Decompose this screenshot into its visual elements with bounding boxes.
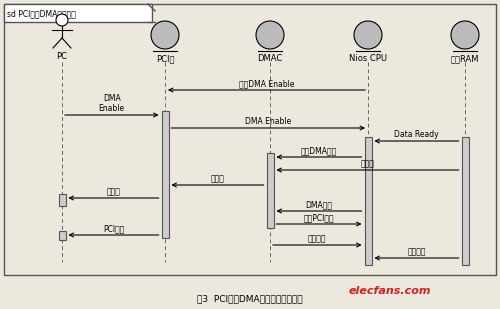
Bar: [4, 4, 152, 22]
Circle shape: [56, 14, 68, 26]
Text: Nios CPU: Nios CPU: [349, 54, 387, 63]
Text: elecfans.com: elecfans.com: [349, 286, 431, 296]
Circle shape: [354, 21, 382, 49]
Text: 下载DMA任务: 下载DMA任务: [301, 146, 337, 155]
Text: 读数据: 读数据: [360, 159, 374, 168]
Bar: [266, 153, 274, 228]
Text: 异常恢复: 异常恢复: [407, 247, 426, 256]
Text: 发生异常: 发生异常: [308, 234, 326, 243]
Text: sd PCI总线DMA传输过程: sd PCI总线DMA传输过程: [7, 10, 76, 19]
Text: DMA Enable: DMA Enable: [245, 117, 292, 126]
Text: DMA
Enable: DMA Enable: [98, 94, 125, 113]
Text: 写数据: 写数据: [210, 174, 224, 183]
Text: 产生PCI中断: 产生PCI中断: [304, 213, 334, 222]
Text: Data Ready: Data Ready: [394, 130, 439, 139]
Text: DMAC: DMAC: [258, 54, 282, 63]
Bar: [4, 4, 496, 275]
Text: PC: PC: [56, 52, 68, 61]
Circle shape: [451, 21, 479, 49]
Text: 写数据: 写数据: [106, 187, 120, 196]
Text: 等待DMA Enable: 等待DMA Enable: [239, 79, 294, 88]
Circle shape: [151, 21, 179, 49]
Text: PCI中断: PCI中断: [103, 224, 124, 233]
Text: DMA完成: DMA完成: [306, 200, 332, 209]
Text: PCI桥: PCI桥: [156, 54, 174, 63]
Text: 图3  PCI总线DMA传输系统功能模块: 图3 PCI总线DMA传输系统功能模块: [197, 294, 303, 303]
Bar: [58, 194, 66, 206]
Circle shape: [256, 21, 284, 49]
Text: 内存RAM: 内存RAM: [451, 54, 479, 63]
Bar: [364, 137, 372, 265]
Bar: [162, 111, 168, 238]
Bar: [462, 137, 468, 265]
Bar: [58, 231, 66, 240]
